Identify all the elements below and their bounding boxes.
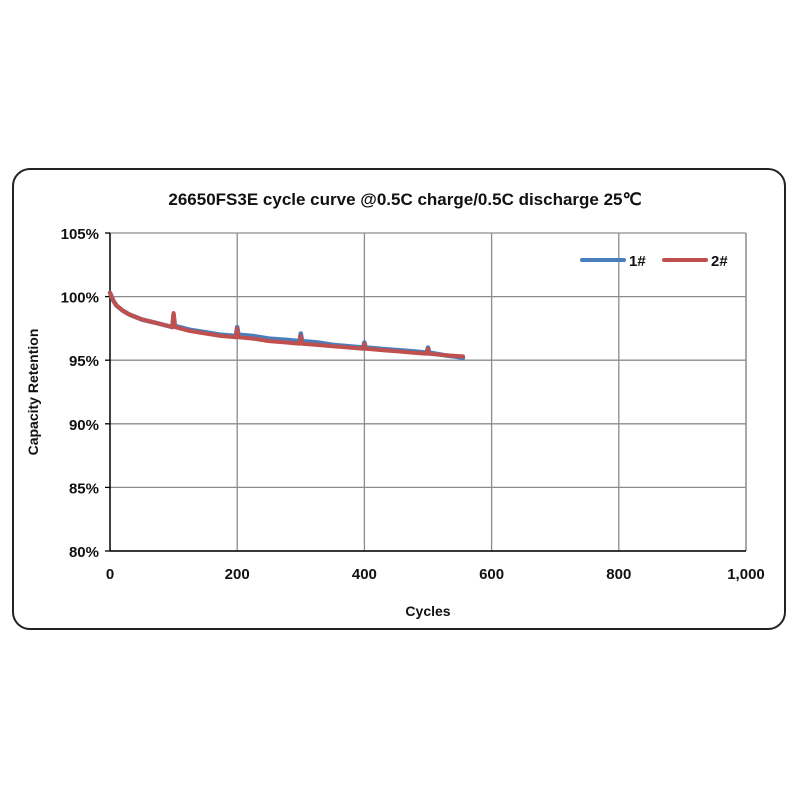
x-tick-label: 800 (606, 566, 631, 583)
x-tick-label: 1,000 (727, 566, 765, 583)
y-tick-label: 105% (61, 226, 99, 243)
legend-label-2: 2# (711, 253, 728, 270)
legend: 1# 2# (580, 253, 728, 270)
x-tick-label: 0 (106, 566, 114, 583)
x-axis-label: Cycles (405, 603, 450, 619)
y-tick-label: 95% (69, 353, 99, 370)
y-axis-label: Capacity Retention (25, 329, 41, 456)
series-line-2 (108, 290, 465, 359)
x-tick-label: 200 (225, 566, 250, 583)
y-tick-label: 80% (69, 544, 99, 561)
chart-frame (12, 168, 786, 630)
grid (105, 232, 747, 552)
y-tick-label: 85% (69, 480, 99, 497)
y-tick-label: 100% (61, 290, 99, 307)
chart-title: 26650FS3E cycle curve @0.5C charge/0.5C … (168, 190, 641, 209)
x-tick-label: 400 (352, 566, 377, 583)
x-tick-label: 600 (479, 566, 504, 583)
y-tick-label: 90% (69, 417, 99, 434)
legend-label-1: 1# (629, 253, 646, 270)
